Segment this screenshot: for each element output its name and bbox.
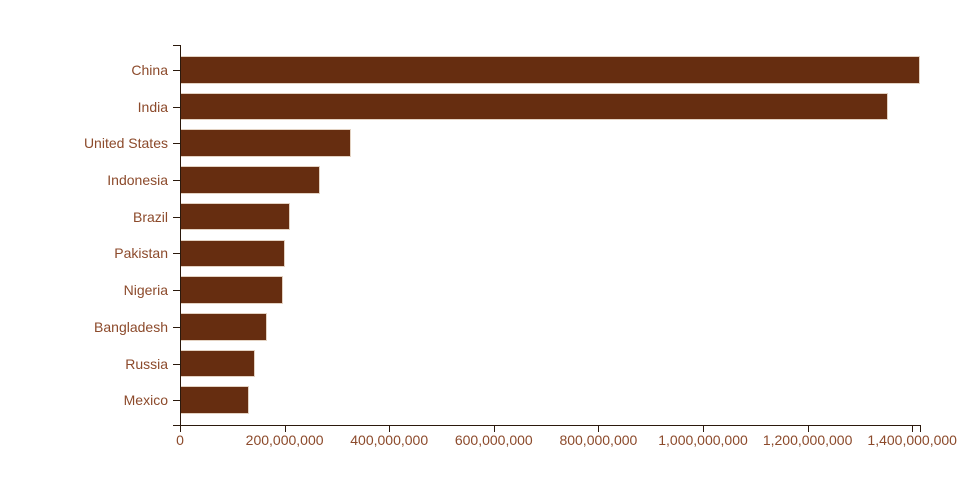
y-axis-label-brazil: Brazil	[132, 208, 168, 225]
y-axis-top-cap	[173, 45, 180, 46]
x-tick-1	[284, 426, 286, 432]
x-axis-label-1: 200,000,000	[245, 432, 324, 448]
y-tick-nigeria	[173, 290, 180, 292]
bar-mexico	[180, 386, 249, 414]
y-axis-label-indonesia: Indonesia	[107, 171, 168, 188]
x-axis-label-0: 0	[176, 432, 184, 448]
x-axis-line	[180, 425, 921, 426]
x-tick-0	[180, 426, 181, 432]
y-axis-label-bangladesh: Bangladesh	[94, 318, 168, 335]
y-tick-united-states	[173, 143, 180, 145]
bar-pakistan	[180, 239, 286, 268]
y-tick-india	[173, 106, 180, 108]
x-tick-3	[493, 426, 495, 432]
x-tick-6	[807, 426, 809, 432]
y-axis-label-india: India	[137, 98, 168, 115]
y-tick-russia	[173, 363, 180, 365]
x-tick-2	[389, 426, 391, 432]
x-axis-right-cap	[920, 425, 921, 432]
bar-bangladesh	[180, 313, 267, 341]
bar-indonesia	[180, 166, 320, 194]
x-axis-label-3: 600,000,000	[454, 432, 533, 448]
y-axis-label-united-states: United States	[83, 135, 168, 152]
y-tick-pakistan	[173, 253, 180, 255]
bar-china	[180, 56, 920, 84]
y-axis-label-russia: Russia	[125, 355, 168, 372]
x-tick-4	[598, 426, 600, 432]
bar-united-states	[180, 129, 351, 157]
x-axis-label-5: 1,000,000,000	[658, 432, 748, 448]
y-axis-label-mexico: Mexico	[123, 392, 168, 409]
y-tick-mexico	[173, 400, 180, 402]
y-tick-brazil	[173, 216, 180, 218]
x-tick-5	[703, 426, 704, 432]
y-tick-china	[173, 69, 180, 71]
y-axis-label-pakistan: Pakistan	[114, 245, 168, 262]
bar-russia	[180, 349, 256, 378]
y-axis-line	[180, 45, 181, 426]
x-tick-7	[912, 426, 914, 432]
y-axis-label-nigeria: Nigeria	[123, 282, 168, 299]
x-axis-label-4: 800,000,000	[559, 432, 638, 448]
bar-brazil	[180, 202, 291, 231]
y-tick-indonesia	[173, 179, 180, 181]
x-axis-label-2: 400,000,000	[350, 432, 429, 448]
bar-nigeria	[180, 276, 283, 304]
y-tick-bangladesh	[173, 326, 180, 328]
y-axis-bottom-cap	[173, 425, 180, 426]
y-axis-label-china: China	[131, 61, 168, 78]
x-axis-label-7: 1,400,000,000	[867, 432, 957, 448]
bar-india	[180, 92, 889, 121]
x-axis-label-6: 1,200,000,000	[762, 432, 853, 448]
